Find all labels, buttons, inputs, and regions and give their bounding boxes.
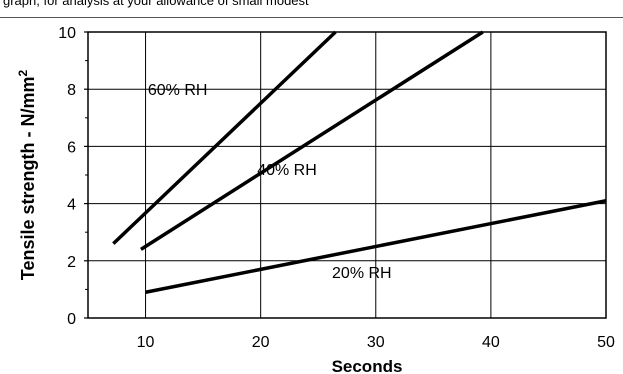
series xyxy=(112,30,607,294)
y-axis-title-superscript: 2 xyxy=(16,69,30,76)
y-tick-label: 6 xyxy=(67,139,76,156)
series-label: 40% RH xyxy=(257,162,317,179)
x-tick-label: 30 xyxy=(367,334,385,351)
series-label: 20% RH xyxy=(332,265,392,282)
y-tick-label: 10 xyxy=(58,25,76,42)
x-axis-title: Seconds xyxy=(332,357,403,374)
series-line xyxy=(112,30,337,245)
y-axis-title: Tensile strength - N/mm2 xyxy=(16,69,38,280)
x-tick-labels: 10 20 30 40 50 xyxy=(137,334,615,351)
y-tick-label: 0 xyxy=(67,311,76,328)
x-tick-label: 10 xyxy=(137,334,155,351)
plot-border xyxy=(87,31,607,319)
series-line xyxy=(145,199,607,294)
x-tick-label: 20 xyxy=(252,334,270,351)
series-labels: 60% RH 40% RH 20% RH xyxy=(148,82,392,282)
series-line xyxy=(140,30,484,251)
y-tick-labels: 0 2 4 6 8 10 xyxy=(58,25,76,328)
y-tick-label: 2 xyxy=(67,254,76,271)
x-tick-label: 40 xyxy=(482,334,500,351)
y-tick-label: 8 xyxy=(67,82,76,99)
series-label: 60% RH xyxy=(148,82,208,99)
top-caption: graph, for analysis at your allowance of… xyxy=(3,0,309,8)
y-tick-label: 4 xyxy=(67,197,76,214)
frame-line xyxy=(0,17,623,18)
x-tick-label: 50 xyxy=(597,334,615,351)
y-axis-title-text: Tensile strength - N/mm xyxy=(18,76,38,280)
